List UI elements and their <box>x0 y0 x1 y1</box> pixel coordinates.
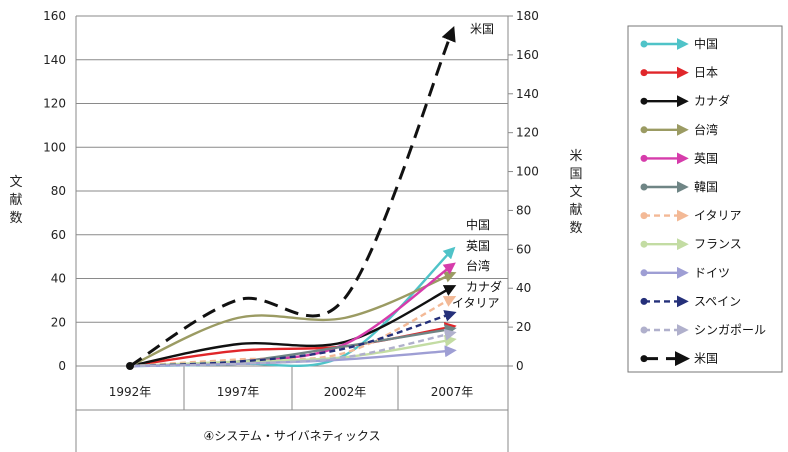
right-tick-label: 160 <box>516 48 539 62</box>
right-axis-title-char: 数 <box>569 221 582 236</box>
right-tick-label: 100 <box>516 165 539 179</box>
left-tick-label: 20 <box>51 315 66 329</box>
left-axis-title-char: 数 <box>9 211 22 226</box>
left-tick-label: 100 <box>43 140 66 154</box>
legend-label: フランス <box>694 237 742 251</box>
left-axis-title: 文献数 <box>9 175 22 226</box>
series-line-12 <box>129 25 456 368</box>
chart-caption: ④システム・サイバネティックス <box>203 429 380 443</box>
left-tick-label: 0 <box>58 359 66 373</box>
legend-label: イタリア <box>694 209 742 223</box>
end-label: 中国 <box>466 217 490 232</box>
series-line-11 <box>129 328 457 368</box>
left-axis-title-char: 献 <box>9 193 22 208</box>
left-tick-label: 60 <box>51 228 66 242</box>
series-line-10 <box>129 310 457 368</box>
left-tick-label: 80 <box>51 184 66 198</box>
right-axis-title-char: 米 <box>569 149 582 164</box>
right-tick-label: 20 <box>516 320 531 334</box>
legend-label: ドイツ <box>694 266 730 280</box>
category-label: 1997年 <box>217 385 260 399</box>
right-tick-label: 40 <box>516 281 531 295</box>
right-tick-label: 180 <box>516 9 539 23</box>
right-axis-ticks: 0 20 40 60 80 100 120 140 160 180 <box>508 9 539 373</box>
legend-label: シンガポール <box>694 323 766 337</box>
end-label: 英国 <box>466 239 490 253</box>
legend-label: 中国 <box>694 36 718 51</box>
category-label: 2007年 <box>431 385 474 399</box>
left-axis-ticks: 0 20 40 60 80 100 120 140 160 <box>43 9 66 373</box>
right-tick-label: 120 <box>516 126 539 140</box>
category-label: 2002年 <box>324 385 367 399</box>
series-lines <box>126 25 457 370</box>
grid-lines <box>75 15 509 452</box>
legend-label: 英国 <box>694 151 718 165</box>
right-tick-label: 0 <box>516 359 524 373</box>
legend-label: 韓国 <box>694 180 718 194</box>
right-axis-title-char: 献 <box>569 203 582 218</box>
legend-label: スペイン <box>694 294 741 308</box>
right-tick-label: 140 <box>516 87 539 101</box>
origin-point <box>126 362 134 370</box>
series-line-4 <box>129 271 457 368</box>
right-axis-title-char: 文 <box>569 185 582 200</box>
left-tick-label: 120 <box>43 97 66 111</box>
legend-box <box>627 25 783 373</box>
legend-label: カナダ <box>694 93 730 108</box>
legend-label: 日本 <box>694 66 718 80</box>
category-axis: 1992年 1997年 2002年 2007年 <box>76 366 508 411</box>
left-tick-label: 140 <box>43 53 66 67</box>
legend-label: 台湾 <box>694 122 718 137</box>
right-axis-title-char: 国 <box>569 167 582 182</box>
end-label: 米国 <box>470 22 494 36</box>
end-label: イタリア <box>452 296 500 310</box>
series-line-7 <box>129 296 457 368</box>
end-label: カナダ <box>466 279 502 294</box>
end-label: 台湾 <box>466 258 490 273</box>
category-label: 1992年 <box>109 385 152 399</box>
right-tick-label: 80 <box>516 203 531 217</box>
left-axis-title-char: 文 <box>9 175 22 190</box>
right-tick-label: 60 <box>516 242 531 256</box>
legend-label: 米国 <box>694 352 718 366</box>
left-tick-label: 40 <box>51 272 66 286</box>
series-line-3 <box>129 285 457 368</box>
left-tick-label: 160 <box>43 9 66 23</box>
